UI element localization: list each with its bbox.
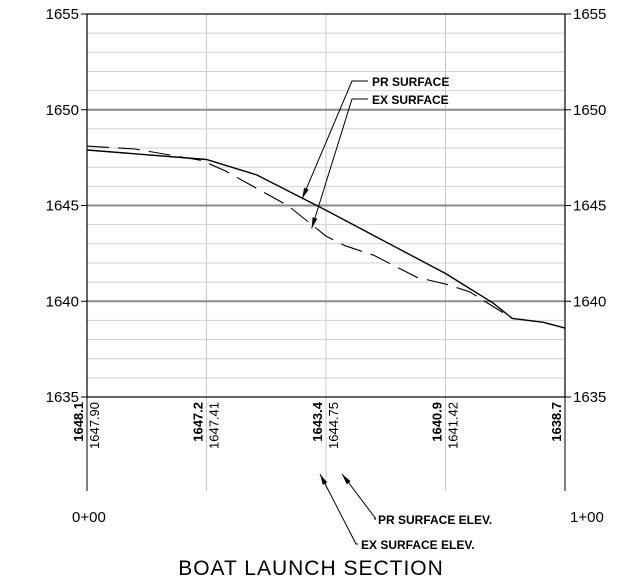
pr-surface-leader bbox=[301, 80, 368, 199]
y-axis-left: 1635 1640 1645 1650 1655 bbox=[46, 6, 87, 406]
ex-elevation-label: 1647.2 bbox=[191, 402, 206, 442]
pr-elevation-label: 1647.90 bbox=[87, 402, 102, 449]
y-tick-label-right: 1640 bbox=[573, 293, 606, 310]
section-title: BOAT LAUNCH SECTION bbox=[178, 557, 444, 580]
ex-surface-elev-label: EX SURFACE ELEV. bbox=[361, 538, 475, 552]
ex-elevation-label: 1648.1 bbox=[71, 402, 86, 442]
y-tick-label-right: 1655 bbox=[573, 6, 606, 23]
ex-elevation-label: 1643.4 bbox=[310, 401, 325, 442]
pr-elevation-label: 1647.41 bbox=[207, 402, 222, 449]
ex-elevation-label: 1638.7 bbox=[549, 402, 564, 442]
station-end-label: 1+00 bbox=[570, 509, 604, 526]
y-tick-label-left: 1640 bbox=[46, 293, 79, 310]
ex-surface-elev-arrow bbox=[320, 474, 328, 485]
y-axis-right: 1635 1640 1645 1650 1655 bbox=[565, 6, 606, 406]
ex-surface-leader bbox=[311, 98, 368, 229]
ex-surface-leader-arrow bbox=[311, 217, 318, 229]
pr-elevation-label: 1641.42 bbox=[446, 402, 461, 449]
y-tick-label-right: 1645 bbox=[573, 198, 606, 215]
ex-surface-line bbox=[86, 145, 513, 319]
station-start-label: 0+00 bbox=[72, 509, 106, 526]
callout-leaders bbox=[301, 80, 377, 545]
pr-surface-line bbox=[86, 149, 566, 329]
y-tick-label-right: 1635 bbox=[573, 389, 606, 406]
y-tick-label-right: 1650 bbox=[573, 102, 606, 119]
y-tick-label-left: 1655 bbox=[46, 6, 79, 23]
pr-surface-label: PR SURFACE bbox=[372, 75, 449, 89]
y-tick-label-left: 1645 bbox=[46, 198, 79, 215]
y-tick-label-left: 1635 bbox=[46, 389, 79, 406]
ex-surface-elev-leader bbox=[319, 473, 358, 545]
pr-surface-elev-arrow bbox=[342, 474, 351, 485]
pr-surface-elev-label: PR SURFACE ELEV. bbox=[378, 513, 492, 527]
ex-elevation-label: 1640.9 bbox=[430, 402, 445, 442]
pr-surface-leader-arrow bbox=[302, 187, 309, 199]
pr-elevation-label: 1644.75 bbox=[326, 402, 341, 449]
grid-vertical bbox=[206, 14, 446, 491]
y-tick-label-left: 1650 bbox=[46, 102, 79, 119]
station-elevations: 1648.1 1647.90 1647.2 1647.41 1643.4 1644.75 1… bbox=[71, 401, 564, 449]
ex-surface-label: EX SURFACE bbox=[372, 93, 449, 107]
